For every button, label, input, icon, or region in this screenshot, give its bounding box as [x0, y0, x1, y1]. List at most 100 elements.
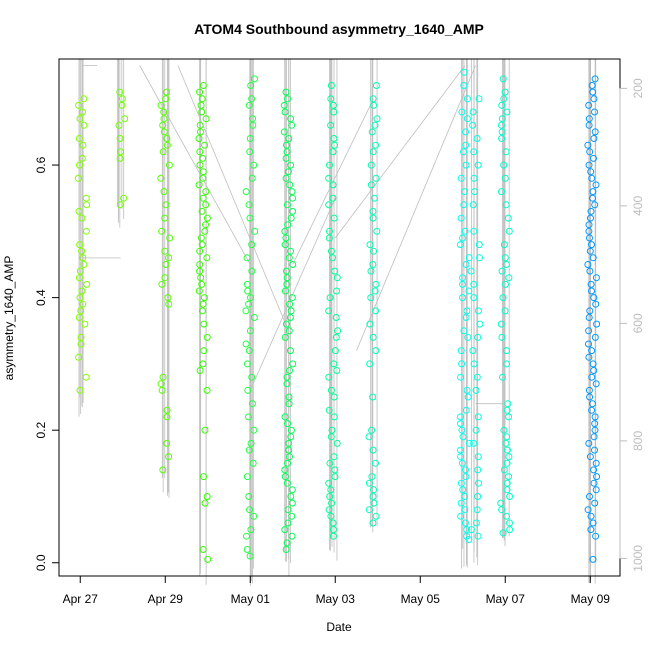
data-point	[325, 234, 333, 242]
data-point	[498, 135, 506, 142]
data-point	[285, 254, 293, 262]
data-point	[286, 453, 293, 461]
x-tick-label: May 03	[316, 592, 356, 606]
data-point	[199, 174, 207, 182]
data-point	[248, 241, 256, 249]
data-point	[75, 207, 83, 215]
data-point	[457, 347, 465, 355]
data-point	[245, 413, 252, 421]
data-point	[462, 141, 470, 149]
data-point	[285, 135, 293, 142]
data-point	[370, 499, 378, 507]
data-point	[248, 174, 256, 182]
data-point	[75, 135, 83, 142]
data-point	[80, 95, 88, 103]
data-point	[289, 207, 296, 215]
data-point	[196, 261, 204, 268]
data-point	[202, 221, 209, 229]
data-point	[330, 413, 338, 421]
data-point	[369, 207, 377, 215]
data-point	[470, 360, 478, 368]
data-point	[459, 294, 466, 302]
data-point	[198, 207, 206, 215]
data-point	[118, 95, 126, 103]
data-point	[243, 360, 251, 368]
data-point	[327, 247, 335, 255]
data-point	[198, 280, 206, 288]
data-point	[459, 274, 467, 282]
data-point	[283, 539, 291, 547]
data-point	[467, 267, 475, 275]
data-point	[365, 506, 373, 514]
plot-points	[74, 68, 601, 563]
data-point	[462, 314, 470, 321]
data-point	[332, 333, 340, 341]
data-point	[195, 181, 203, 189]
data-point	[326, 459, 334, 467]
data-point	[500, 161, 508, 169]
data-point	[75, 274, 83, 282]
data-point	[591, 426, 599, 434]
data-point	[470, 174, 478, 182]
data-point	[585, 227, 593, 235]
data-point	[464, 333, 472, 341]
data-point	[465, 287, 473, 295]
data-point	[365, 433, 373, 441]
data-point	[284, 420, 291, 428]
data-point	[591, 420, 599, 428]
data-point	[159, 148, 167, 156]
data-point	[461, 506, 469, 514]
data-point	[158, 227, 166, 235]
data-point	[503, 406, 511, 414]
data-point	[283, 267, 290, 275]
data-point	[331, 141, 339, 149]
data-point	[250, 161, 258, 169]
data-point	[470, 148, 478, 156]
data-point	[83, 227, 90, 235]
data-point	[499, 529, 507, 537]
data-point	[459, 486, 467, 494]
data-point	[166, 234, 174, 242]
data-point	[244, 386, 252, 394]
data-point	[199, 194, 207, 202]
data-point	[589, 254, 597, 262]
data-point	[589, 519, 597, 527]
data-point	[283, 373, 291, 381]
data-point	[250, 426, 258, 434]
data-point	[163, 135, 171, 142]
data-point	[472, 386, 480, 394]
data-point	[199, 300, 207, 308]
data-point	[162, 201, 170, 209]
data-point	[76, 294, 84, 302]
data-point	[281, 287, 289, 295]
data-point	[370, 486, 377, 494]
data-point	[285, 400, 293, 408]
data-point	[282, 88, 290, 96]
data-point	[371, 121, 379, 129]
data-point	[202, 188, 210, 196]
data-point	[502, 280, 509, 288]
data-point	[287, 307, 295, 315]
data-point	[245, 493, 253, 500]
data-point	[158, 386, 166, 394]
data-point	[470, 227, 478, 235]
data-point	[196, 121, 204, 129]
data-point	[243, 254, 251, 262]
data-point	[585, 439, 593, 447]
data-point	[502, 261, 510, 268]
data-point	[201, 227, 209, 235]
data-point	[325, 506, 333, 514]
data-point	[591, 499, 599, 507]
data-point	[281, 227, 289, 235]
connector-line	[356, 65, 476, 351]
data-point	[201, 426, 209, 434]
data-point	[198, 95, 206, 103]
data-point	[456, 413, 464, 421]
data-point	[588, 406, 596, 414]
data-point	[462, 473, 470, 481]
data-point	[288, 294, 296, 302]
x-tick-label: Apr 27	[63, 592, 99, 606]
data-point	[285, 446, 293, 454]
data-point	[372, 280, 380, 288]
data-point	[502, 148, 510, 156]
